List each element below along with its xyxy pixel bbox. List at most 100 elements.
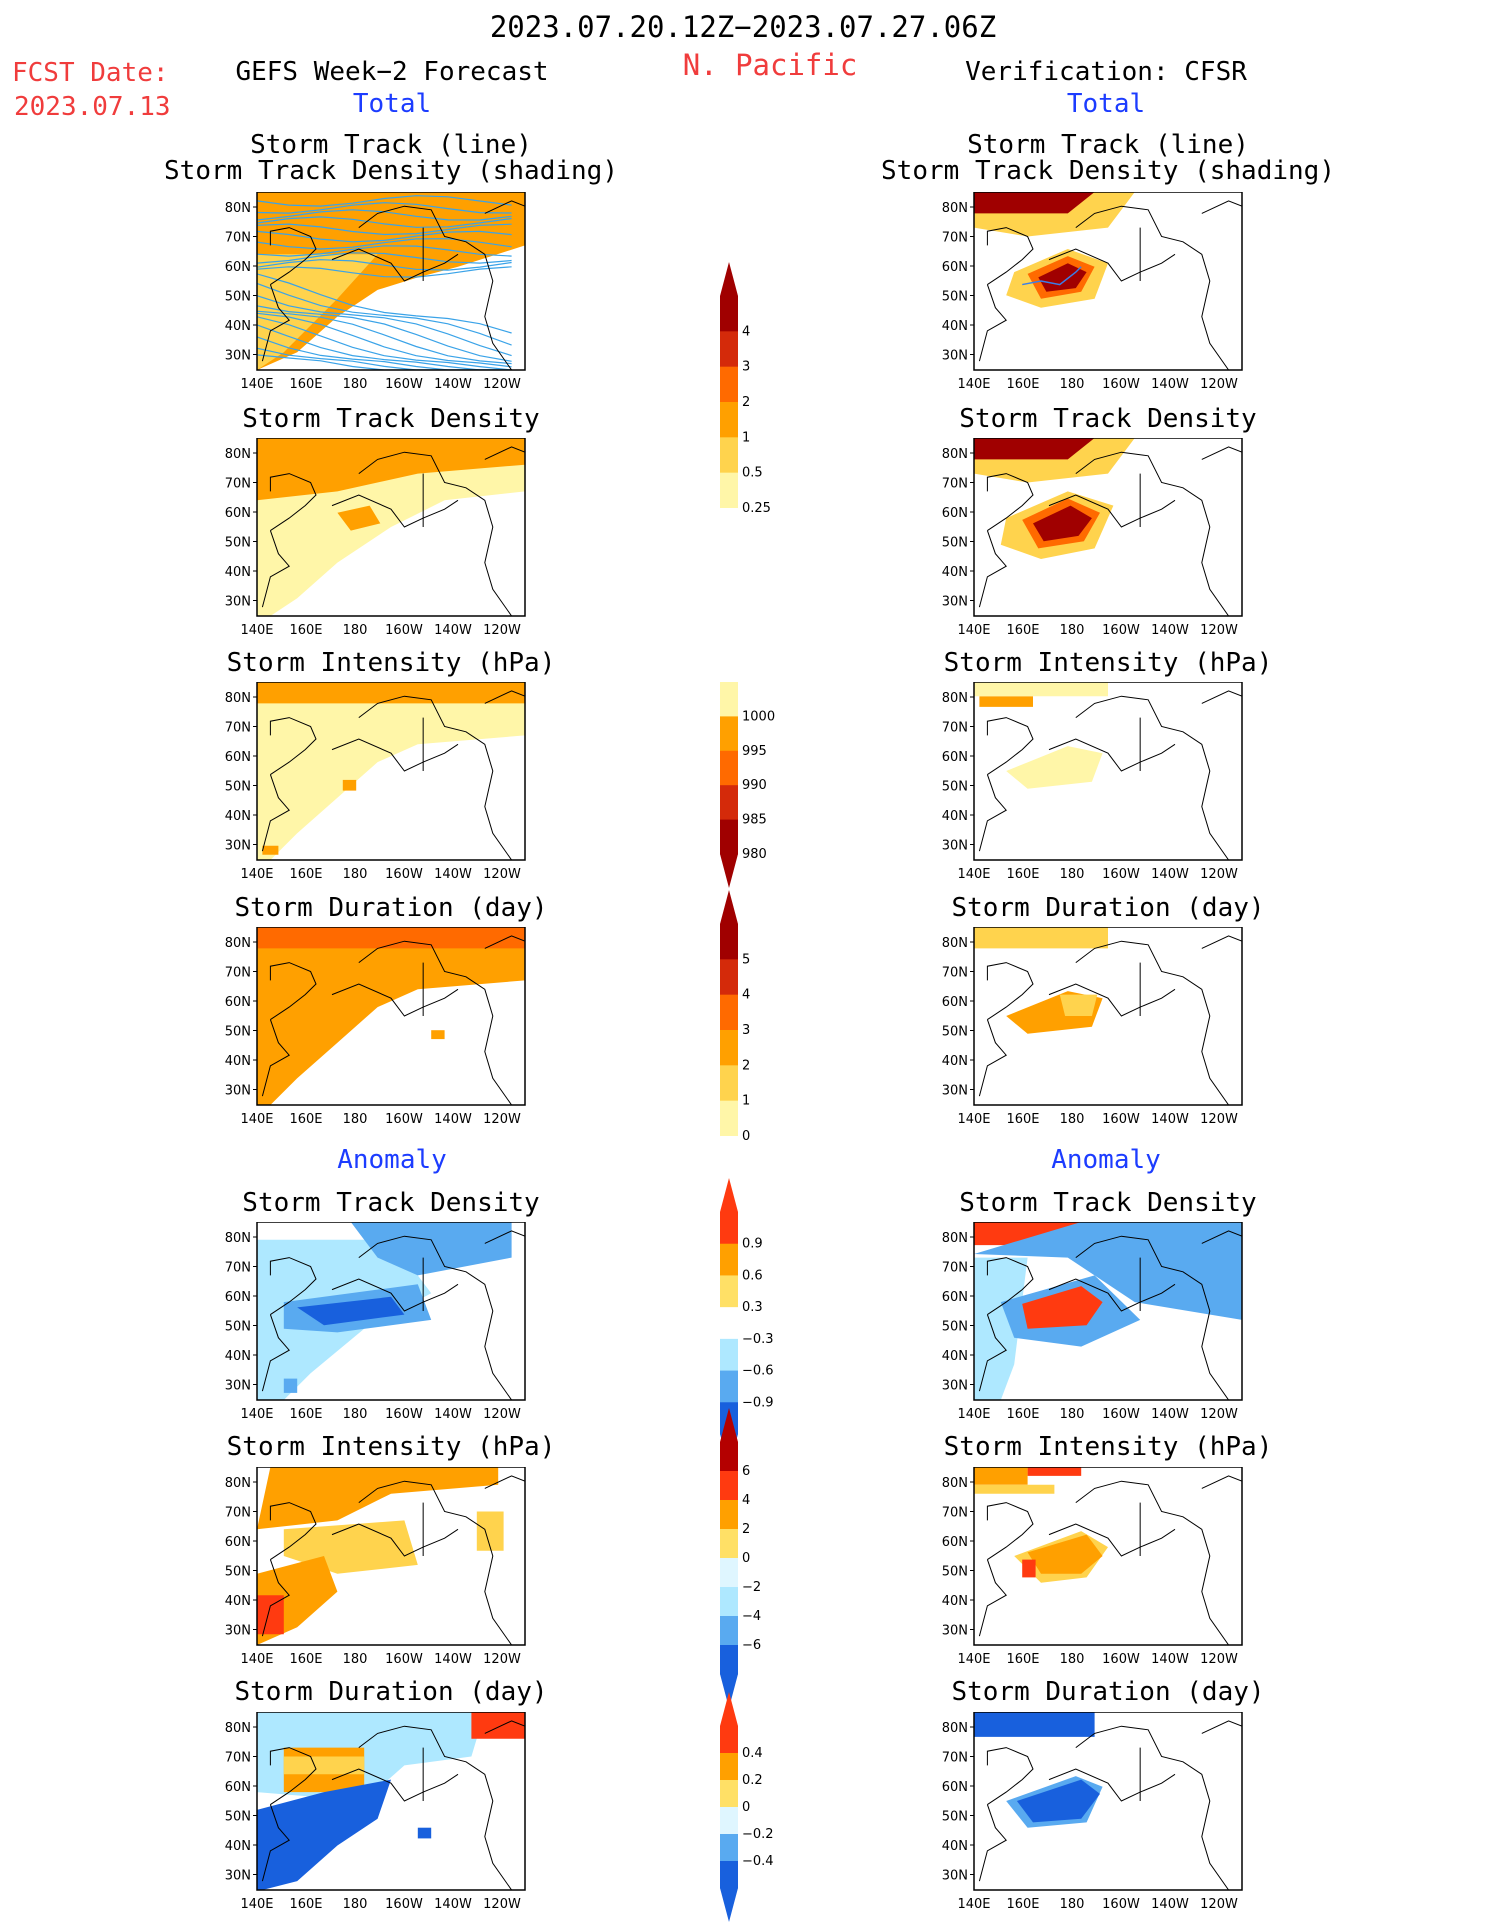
colorbar-label: −2 [742,1580,761,1595]
coastline [261,284,290,362]
coastline [986,473,1034,532]
colorbar-swatch [720,1780,738,1808]
verification-title-anomaly-duration: Storm Duration (day) [951,1677,1265,1707]
lon-tick-label: 140E [240,1112,273,1127]
lon-tick-label: 140E [240,1407,273,1422]
verification-title-track-shading: Storm Track Density (shading) [881,156,1335,186]
storm-track-line [257,282,512,346]
colorbar-label: 990 [742,778,767,793]
colorbar-swatch [720,750,738,786]
map-frame [973,1712,1243,1891]
colorbar-label: −0.9 [742,1395,774,1410]
lon-tick-label: 120W [1200,1897,1238,1912]
lon-tick-label: 140W [1151,1407,1189,1422]
lat-tick-label: 70N [225,477,251,492]
lon-tick-label: 140W [434,867,472,882]
coastline [1201,1230,1242,1244]
colorbar-label: 1000 [742,709,775,724]
forecast-anomaly-duration-shade-5 [417,1827,432,1839]
colorbar-label: 0.5 [742,466,763,481]
verification-title-total-duration: Storm Duration (day) [951,893,1265,923]
coastline [331,1278,459,1312]
map-frame [256,1222,526,1401]
lat-tick-label: 70N [942,231,968,246]
coastline [1075,1725,1230,1890]
colorbar-anom-duration: 0.4 0.2 0 −0.2 −0.4 [720,1692,774,1922]
forecast-title-total-density: Storm Track Density [242,404,540,434]
lon-tick-label: 140E [957,1897,990,1912]
coastline [1075,1480,1230,1645]
colorbar-swatch [720,1807,738,1835]
map-frame [973,1222,1243,1401]
forecast-title-anomaly-duration: Storm Duration (day) [234,1677,548,1707]
coastline [358,695,513,860]
lon-tick-label: 180 [1060,1112,1085,1127]
colorbar-swatch [720,1370,738,1403]
colorbar-swatch [720,1834,738,1862]
map-frame [256,438,526,617]
storm-track-line [257,195,512,207]
lon-tick-label: 120W [1200,1112,1238,1127]
verification-total-intensity-shade-0 [979,696,1033,707]
forecast-total-label: Total [352,89,432,119]
verification-title: Verification: CFSR [965,57,1247,87]
verification-anomaly-duration-shade-0 [974,1712,1095,1737]
lat-tick-label: 50N [225,1565,251,1580]
colorbar-swatch [720,1065,738,1102]
colorbar-label: 5 [742,952,750,967]
lat-tick-label: 40N [942,319,968,334]
coastline [1201,1720,1242,1734]
lon-tick-label: 160E [289,1652,322,1667]
date-range: 2023.07.20.12Z−2023.07.27.06Z [489,10,997,44]
colorbar-label: 1 [742,1094,750,1109]
lon-tick-label: 160W [1102,1407,1140,1422]
verification-total-duration-shade-0 [974,927,1108,949]
lat-tick-label: 30N [225,349,251,364]
colorbar-swatch [720,1861,738,1889]
coastline [358,1235,513,1400]
forecast-total-intensity-shade-3 [262,845,279,855]
coastline [269,1747,317,1806]
lat-tick-label: 40N [942,1054,968,1069]
verification-total-track-shade-1 [974,192,1095,214]
forecast-title-track-line: Storm Track (line) [250,130,532,160]
map-frame [256,192,526,371]
storm-track-line [257,354,512,370]
lat-tick-label: 50N [942,1320,968,1335]
coastline [358,1725,513,1890]
forecast-title-anomaly-density: Storm Track Density [242,1188,540,1218]
storm-track-line [257,216,512,228]
colorbar-label: 0 [742,1551,750,1566]
coastline [986,227,1034,286]
forecast-total-density-shade-1 [257,438,525,501]
coastline [358,940,513,1105]
lat-tick-label: 30N [225,1084,251,1099]
verification-total-duration-shade-2 [1059,994,1098,1016]
verification-total-intensity-map: 80N 70N 60N 50N 40N 30N 140E 160E 180 160W 140W 120… [942,682,1243,882]
forecast-title-total-duration: Storm Duration (day) [234,893,548,923]
colorbar-swatch [720,296,738,332]
colorbar-swatch [720,1587,738,1617]
storm-track-line [257,273,512,334]
lat-tick-label: 60N [225,1290,251,1305]
lat-tick-label: 40N [942,1349,968,1364]
coastline [269,1502,317,1561]
lat-tick-label: 50N [942,780,968,795]
lat-tick-label: 40N [942,565,968,580]
lat-tick-label: 60N [225,750,251,765]
lon-tick-label: 140E [240,867,273,882]
verification-anomaly-density-shade-4 [1022,1286,1103,1329]
coastline [978,1559,1007,1637]
coastline [484,1230,525,1244]
coastline [986,1257,1034,1316]
map-frame [256,682,526,861]
lon-tick-label: 160E [289,1407,322,1422]
storm-track-line [257,259,512,271]
lon-tick-label: 120W [483,1407,521,1422]
colorbar-label: 2 [742,1058,750,1073]
coastline [484,446,525,460]
verification-total-density-shade-1 [974,438,1095,460]
storm-track-line [257,266,512,278]
coastline [1048,1768,1176,1802]
lat-tick-label: 80N [942,691,968,706]
